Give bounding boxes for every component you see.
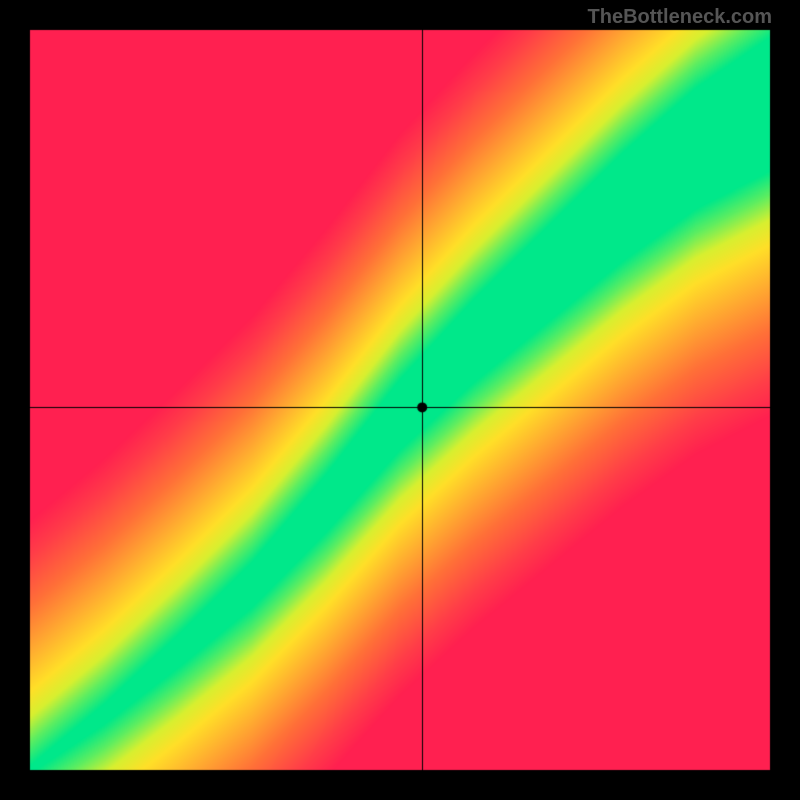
chart-container: TheBottleneck.com (0, 0, 800, 800)
watermark-text: TheBottleneck.com (588, 6, 772, 29)
bottleneck-heatmap (0, 0, 800, 800)
